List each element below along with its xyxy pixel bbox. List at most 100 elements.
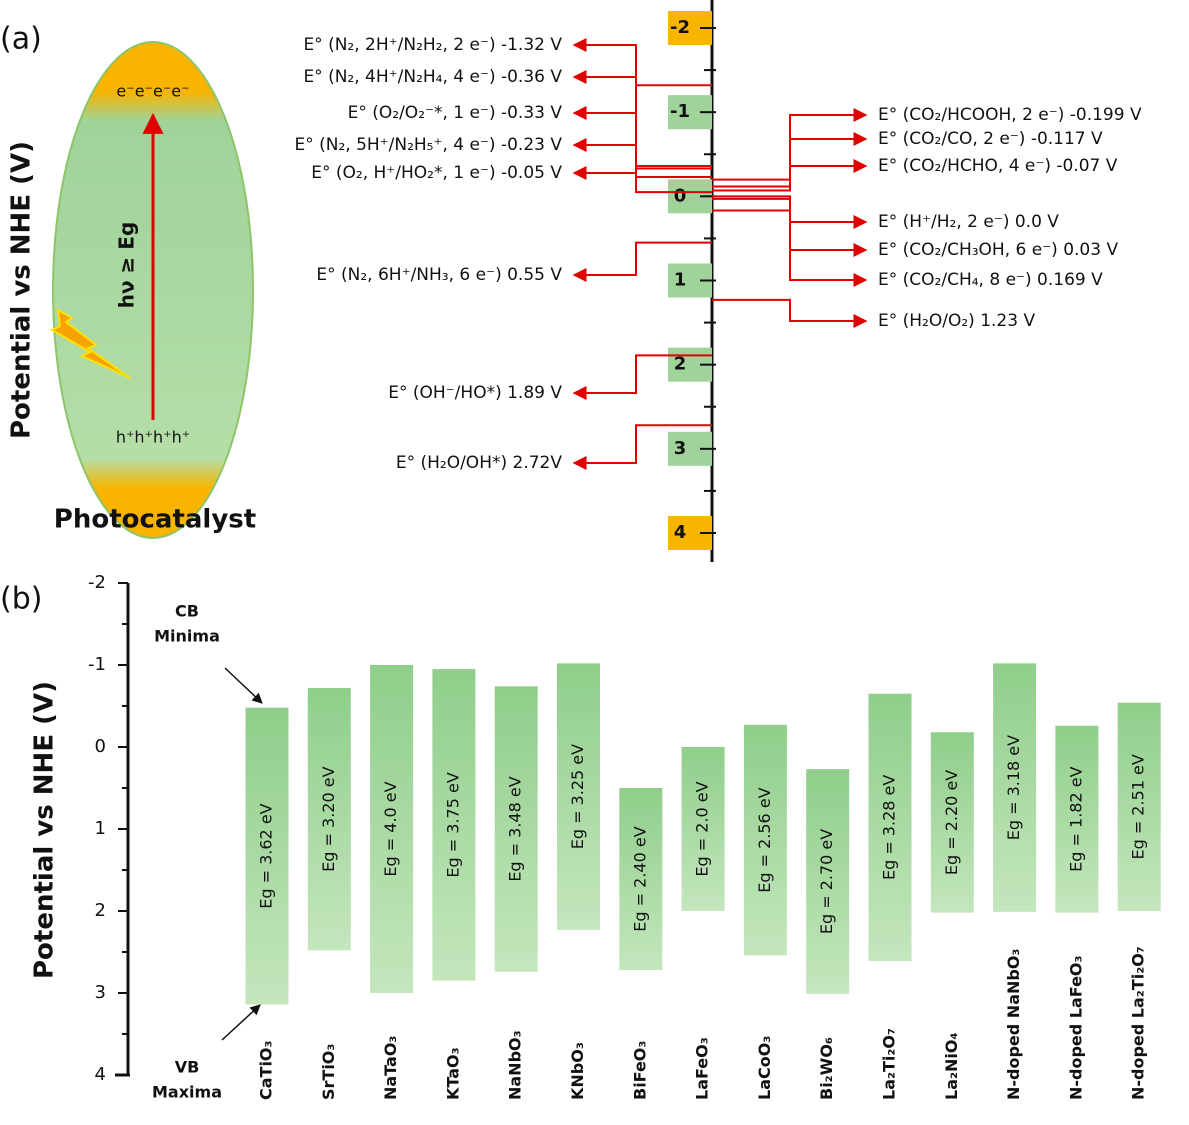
- excitation-label: hν ≥ Eg: [115, 222, 139, 309]
- y-axis-label: Potential vs NHE (V): [30, 681, 60, 979]
- potential-label: E° (CO₂/CO, 2 e⁻) -0.117 V: [878, 129, 1103, 149]
- potential-label: E° (H₂O/O₂) 1.23 V: [878, 311, 1035, 331]
- x-tick-label: KTaO₃: [443, 1047, 462, 1100]
- light-bolt: [49, 308, 131, 379]
- potential-label: E° (O₂/O₂⁻*, 1 e⁻) -0.33 V: [348, 103, 563, 123]
- y-tick-label: -2: [670, 17, 690, 38]
- band-bar: [245, 707, 289, 1005]
- band-bar: [370, 665, 414, 993]
- y-tick-label: 1: [674, 270, 687, 291]
- connector: [712, 132, 868, 188]
- holes: h⁺h⁺h⁺h⁺: [116, 428, 190, 447]
- x-tick-label: LaCoO₃: [755, 1036, 774, 1100]
- band-bar: [1055, 725, 1099, 913]
- panel-label: (b): [0, 582, 42, 617]
- y-tick-label: 0: [95, 736, 106, 757]
- band-bar: [993, 663, 1037, 912]
- potential-label: E° (N₂, 6H⁺/NH₃, 6 e⁻) 0.55 V: [316, 265, 562, 285]
- bandgap-label: Eg = 3.62 eV: [257, 803, 276, 908]
- bandgap-label: Eg = 2.70 eV: [817, 829, 836, 934]
- band-bar: [868, 693, 912, 962]
- bandgap-label: Eg = 3.18 eV: [1004, 735, 1023, 840]
- bandgap-label: Eg = 2.40 eV: [630, 826, 649, 931]
- connector: [572, 38, 712, 87]
- x-tick-label: CaTiO₃: [257, 1040, 276, 1100]
- bandgap-label: Eg = 3.25 eV: [568, 744, 587, 849]
- y-tick-label: 3: [95, 982, 106, 1003]
- y-tick-label: 4: [674, 522, 687, 543]
- bandgap-label: Eg = 3.75 eV: [443, 772, 462, 877]
- band-bar: [1117, 702, 1161, 911]
- connector: [712, 209, 868, 287]
- potential-label: E° (H₂O/OH*) 2.72V: [396, 453, 563, 473]
- bandgap-label: Eg = 3.48 eV: [506, 776, 525, 881]
- band-bar: [806, 769, 850, 994]
- x-tick-label: SrTiO₃: [319, 1044, 338, 1100]
- band-bar: [307, 687, 351, 951]
- y-tick-label: 1: [95, 818, 106, 839]
- electrons: e⁻e⁻e⁻e⁻: [116, 82, 189, 101]
- band-bar: [930, 732, 974, 913]
- x-tick-label: BiFeO₃: [630, 1041, 649, 1100]
- y-tick-label: 3: [674, 438, 687, 459]
- potential-label: E° (O₂, H⁺/HO₂*, 1 e⁻) -0.05 V: [311, 163, 562, 183]
- potential-label: E° (H⁺/H₂, 2 e⁻) 0.0 V: [878, 212, 1059, 232]
- connector: [572, 106, 712, 170]
- bandgap-label: Eg = 2.56 eV: [755, 787, 774, 892]
- annotation: Maxima: [152, 1083, 222, 1102]
- y-tick-label: -2: [88, 572, 106, 593]
- y-tick-label: 4: [95, 1064, 106, 1085]
- potential-label: E° (N₂, 2H⁺/N₂H₂, 2 e⁻) -1.32 V: [303, 35, 562, 55]
- y-axis-label: Potential vs NHE (V): [7, 141, 37, 439]
- x-tick-label: NaNbO₃: [506, 1030, 525, 1100]
- caption: Photocatalyst: [54, 505, 256, 535]
- connector: [712, 298, 868, 328]
- x-tick-label: NaTaO₃: [381, 1036, 400, 1100]
- x-tick-label: N-doped LaFeO₃: [1066, 955, 1085, 1100]
- annotation: CB: [175, 602, 199, 621]
- x-tick-label: La₂NiO₄: [942, 1033, 961, 1100]
- connector: [572, 138, 712, 178]
- bandgap-label: Eg = 3.28 eV: [880, 775, 899, 880]
- annotation: Minima: [154, 627, 220, 646]
- x-tick-label: Bi₂WO₆: [817, 1037, 836, 1100]
- x-tick-label: KNbO₃: [568, 1042, 587, 1100]
- potential-label: E° (CO₂/CH₃OH, 6 e⁻) 0.03 V: [878, 240, 1118, 260]
- band-bar: [743, 724, 787, 956]
- y-tick-label: -1: [88, 654, 106, 675]
- potential-label: E° (CO₂/HCHO, 4 e⁻) -0.07 V: [878, 156, 1118, 176]
- bandgap-label: Eg = 1.82 eV: [1066, 766, 1085, 871]
- bandgap-label: Eg = 2.20 eV: [942, 770, 961, 875]
- bandgap-label: Eg = 4.0 eV: [381, 781, 400, 876]
- annotation: VB: [175, 1058, 200, 1077]
- bandgap-label: Eg = 3.20 eV: [319, 766, 338, 871]
- band-bar: [619, 788, 663, 971]
- bandgap-label: Eg = 2.51 eV: [1129, 754, 1148, 859]
- band-bar: [557, 663, 600, 930]
- band-bar: [432, 669, 476, 981]
- panel-label: (a): [0, 22, 42, 57]
- annotation-arrow: [221, 1004, 261, 1041]
- x-tick-label: N-doped La₂Ti₂O₇: [1129, 946, 1148, 1100]
- x-tick-label: N-doped NaNbO₃: [1004, 949, 1023, 1100]
- x-tick-label: La₂Ti₂O₇: [880, 1028, 899, 1100]
- band-bar: [681, 747, 725, 911]
- y-tick-label: 2: [95, 900, 106, 921]
- band-bar: [494, 686, 538, 972]
- connector: [572, 166, 712, 194]
- potential-label: E° (CO₂/CH₄, 8 e⁻) 0.169 V: [878, 270, 1103, 290]
- connector: [712, 159, 868, 192]
- potential-label: E° (N₂, 5H⁺/N₂H₅⁺, 4 e⁻) -0.23 V: [294, 135, 562, 155]
- y-tick-label: 0: [674, 185, 687, 206]
- y-tick-label: -1: [670, 101, 690, 122]
- connector: [572, 241, 712, 282]
- x-tick-label: LaFeO₃: [693, 1037, 712, 1100]
- potential-label: E° (OH⁻/HO*) 1.89 V: [388, 383, 562, 403]
- connector: [572, 354, 712, 400]
- potential-label: E° (N₂, 4H⁺/N₂H₄, 4 e⁻) -0.36 V: [303, 67, 562, 87]
- y-tick-label: 2: [674, 354, 687, 375]
- annotation-arrow: [224, 667, 263, 704]
- connector: [572, 424, 712, 470]
- potential-label: E° (CO₂/HCOOH, 2 e⁻) -0.199 V: [878, 105, 1142, 125]
